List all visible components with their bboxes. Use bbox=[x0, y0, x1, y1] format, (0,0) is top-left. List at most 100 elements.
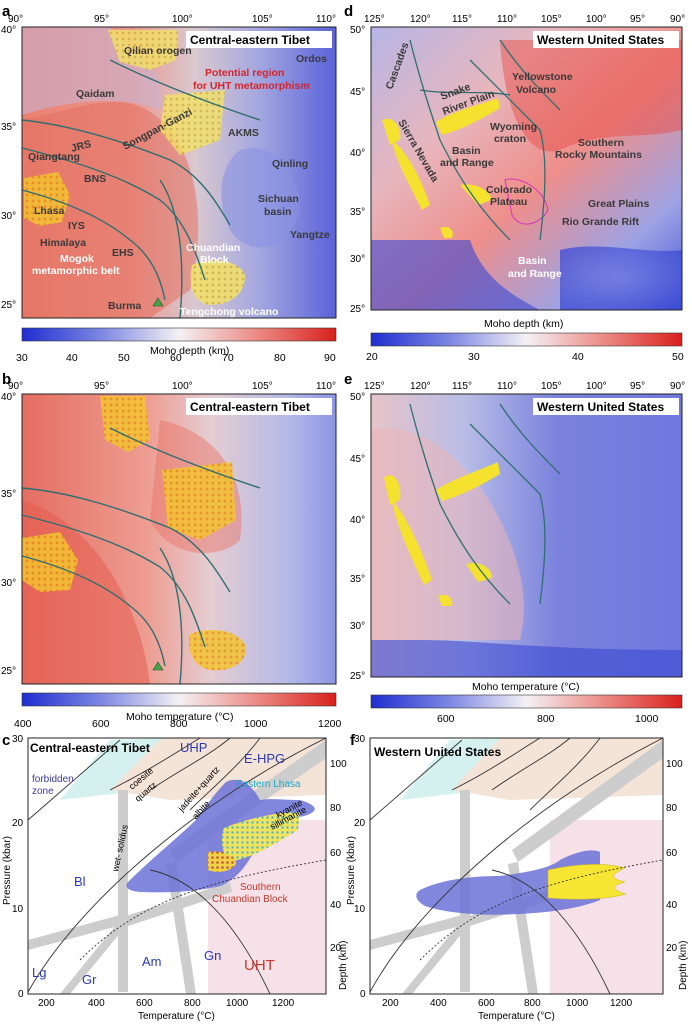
label-jrs: JRS bbox=[70, 138, 93, 155]
f-xtick-2: 600 bbox=[478, 998, 495, 1009]
label-sichuan-2: basin bbox=[264, 206, 291, 218]
panel-letter-c: c bbox=[2, 732, 10, 749]
map-e-warm-region bbox=[371, 428, 524, 640]
c-xtick-5: 1200 bbox=[272, 998, 295, 1009]
f-dtick-0: 20 bbox=[666, 943, 678, 954]
cb-e-tick-0: 600 bbox=[437, 713, 455, 725]
map-d-sierra-yellow bbox=[392, 140, 430, 210]
label-am: Am bbox=[142, 954, 162, 969]
map-b-axis-labels: 90° 95° 100° 105° 110° 40° 35° 30° 25° bbox=[1, 381, 336, 677]
d-xtick-3: 110° bbox=[497, 14, 517, 25]
colorbar-e-ticks: 600 800 1000 bbox=[437, 713, 659, 725]
panel-letter-e: e bbox=[344, 371, 352, 388]
c-xtick-0: 200 bbox=[38, 998, 55, 1009]
label-gr: Gr bbox=[82, 972, 97, 987]
a-xtick-0: 90° bbox=[8, 14, 23, 25]
pt-c-eastern-lhasa-points bbox=[221, 812, 300, 862]
map-d-ocean-sw bbox=[371, 240, 540, 310]
cb-b-tick-3: 1000 bbox=[244, 718, 268, 730]
label-gn: Gn bbox=[204, 948, 221, 963]
label-ehpg: E-HPG bbox=[244, 751, 285, 766]
label-eastern-lhasa: Eastern Lhasa bbox=[236, 779, 301, 790]
a-xtick-1: 95° bbox=[94, 14, 109, 25]
label-ehs: EHS bbox=[112, 247, 134, 259]
b-xtick-0: 90° bbox=[8, 381, 23, 392]
label-yangtze: Yangtze bbox=[290, 229, 330, 241]
label-burma: Burma bbox=[108, 300, 141, 312]
pt-c-axes: 200 400 600 800 1000 1200 0 10 20 30 20 … bbox=[12, 734, 347, 1009]
label-basin-range-1: Basin bbox=[452, 145, 481, 157]
a-xtick-4: 110° bbox=[316, 14, 336, 25]
label-bl: Bl bbox=[74, 874, 86, 889]
map-e-axis-labels: 125° 120° 115° 110° 105° 100° 95° 90° 50… bbox=[350, 381, 685, 682]
colorbar-d-label: Moho depth (km) bbox=[484, 318, 563, 330]
e-ytick-0: 50° bbox=[350, 392, 365, 403]
map-a-axis-labels: 90° 95° 100° 105° 110° 40° 35° 30° 25° bbox=[1, 14, 336, 311]
panel-letter-b: b bbox=[2, 371, 11, 388]
f-xtick-4: 1000 bbox=[566, 998, 589, 1009]
label-bns: BNS bbox=[84, 173, 106, 185]
tengchong-volcano-b-icon bbox=[152, 661, 164, 671]
map-e-snake-yellow bbox=[436, 462, 500, 501]
pt-c-path-field bbox=[126, 779, 315, 893]
pt-f-title: Western United States bbox=[374, 745, 501, 759]
b-xtick-1: 95° bbox=[94, 381, 109, 392]
map-a-title-box bbox=[186, 31, 332, 48]
f-ytick-3: 30 bbox=[354, 734, 366, 745]
map-e-title: Western United States bbox=[537, 400, 664, 414]
map-a-frame bbox=[21, 26, 337, 319]
d-ytick-1: 45° bbox=[350, 87, 365, 98]
e-xtick-1: 120° bbox=[410, 381, 431, 392]
panel-letter-f: f bbox=[350, 732, 356, 749]
f-ytick-1: 10 bbox=[354, 904, 366, 915]
f-dtick-4: 100 bbox=[666, 759, 683, 770]
label-southern-rocky-1: Southern bbox=[578, 137, 624, 149]
map-d-title: Western United States bbox=[537, 33, 664, 47]
pt-c-depthlabel: Depth (km) bbox=[338, 941, 349, 990]
e-xtick-4: 105° bbox=[541, 381, 562, 392]
e-xtick-6: 95° bbox=[630, 381, 645, 392]
panel-letter-d: d bbox=[344, 3, 353, 20]
cb-a-tick-6: 90 bbox=[324, 352, 336, 364]
label-basin-range-s-1: Basin bbox=[518, 255, 547, 267]
cb-b-tick-0: 400 bbox=[14, 718, 32, 730]
map-d-title-box bbox=[533, 31, 679, 48]
f-xtick-1: 400 bbox=[430, 998, 447, 1009]
d-xtick-2: 115° bbox=[452, 14, 472, 25]
d-xtick-5: 100° bbox=[586, 14, 607, 25]
cb-d-tick-2: 40 bbox=[572, 351, 584, 363]
label-mogok-1: Mogok bbox=[60, 253, 94, 265]
label-lhasa: Lhasa bbox=[34, 205, 65, 217]
map-a-title: Central-eastern Tibet bbox=[190, 33, 310, 47]
pt-c-ylabel: Pressure (kbar) bbox=[2, 836, 13, 905]
map-b-qilian-region bbox=[100, 396, 150, 452]
a-ytick-1: 35° bbox=[1, 122, 16, 133]
colorbar-b-label: Moho temperature (°C) bbox=[126, 711, 234, 723]
f-xtick-0: 200 bbox=[382, 998, 399, 1009]
label-sichuan-1: Sichuan bbox=[258, 193, 299, 205]
label-southern-rocky-2: Rocky Mountains bbox=[555, 149, 642, 161]
e-ytick-5: 25° bbox=[350, 671, 365, 682]
d-xtick-4: 105° bbox=[541, 14, 562, 25]
panel-d: d 125° 120° 115° 110° 105° 100° 95° 90° … bbox=[344, 3, 685, 363]
colorbar-a-ticks: 30 40 50 60 70 80 90 bbox=[16, 352, 336, 364]
pt-f-frame bbox=[369, 737, 664, 995]
label-uhp: UHP bbox=[180, 740, 207, 755]
a-ytick-2: 30° bbox=[1, 211, 16, 222]
colorbar-b-ticks: 400 600 800 1000 1200 bbox=[14, 718, 342, 730]
b-ytick-2: 30° bbox=[1, 578, 16, 589]
d-ytick-0: 50° bbox=[350, 25, 365, 36]
e-ytick-4: 30° bbox=[350, 621, 365, 632]
b-ytick-0: 40° bbox=[1, 392, 16, 403]
label-potential-2: for UHT metamorphism bbox=[193, 80, 310, 92]
label-himalaya: Himalaya bbox=[40, 237, 86, 249]
map-e-title-box bbox=[533, 398, 679, 415]
label-iys: IYS bbox=[68, 220, 85, 232]
panel-e: e 125° 120° 115° 110° 105° 100° 95° 90° … bbox=[344, 371, 685, 725]
cb-a-tick-1: 40 bbox=[66, 352, 78, 364]
e-xtick-7: 90° bbox=[670, 381, 685, 392]
cb-a-tick-2: 50 bbox=[118, 352, 130, 364]
e-ytick-1: 45° bbox=[350, 454, 365, 465]
cb-a-tick-3: 60 bbox=[170, 352, 182, 364]
map-e-ocean-south bbox=[371, 640, 682, 677]
